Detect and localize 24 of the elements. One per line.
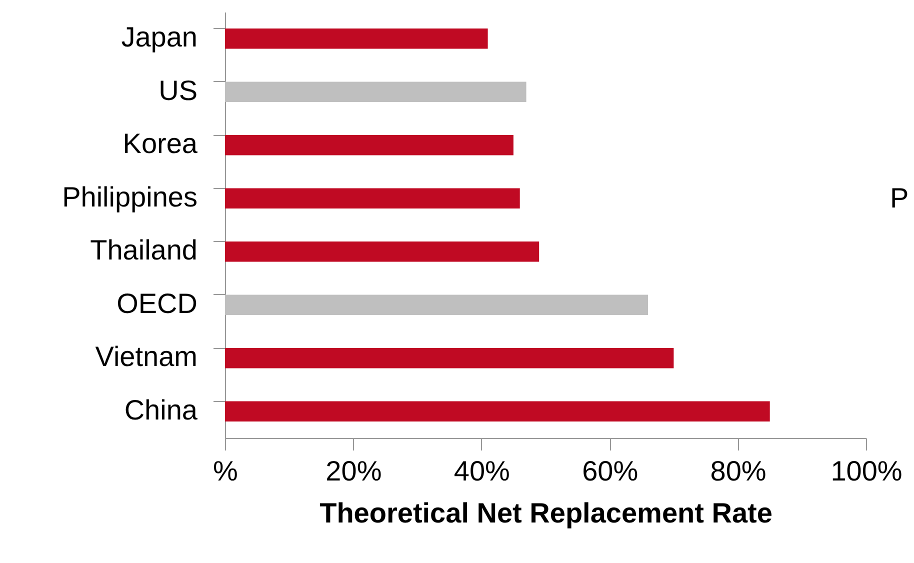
bar (225, 82, 526, 102)
y-tick-label: Thailand (90, 234, 198, 266)
y-tick-label: China (124, 394, 198, 426)
bar (225, 401, 770, 422)
y-tick-label: US (158, 74, 198, 106)
x-tick-label: 100% (830, 456, 902, 486)
x-tick-label: 60% (582, 456, 638, 486)
x-tick-label: % (213, 456, 238, 486)
bar (225, 135, 514, 156)
x-tick-label: 80% (710, 456, 766, 486)
y-tick-label: OECD (116, 288, 198, 319)
y-tick-label: Philippines (62, 181, 198, 212)
y-tick-label: Vietnam (95, 341, 198, 372)
x-axis-title: Theoretical Net Replacement Rate (320, 498, 772, 528)
bar (225, 28, 488, 49)
x-tick-label: 40% (454, 456, 510, 486)
bar (225, 242, 540, 262)
bar (225, 348, 674, 368)
bar (225, 188, 520, 208)
text: P (890, 182, 909, 214)
bar (225, 294, 648, 315)
y-tick-label: Japan (121, 22, 198, 53)
y-tick-label: Korea (122, 128, 198, 160)
x-tick-label: 20% (326, 456, 382, 486)
